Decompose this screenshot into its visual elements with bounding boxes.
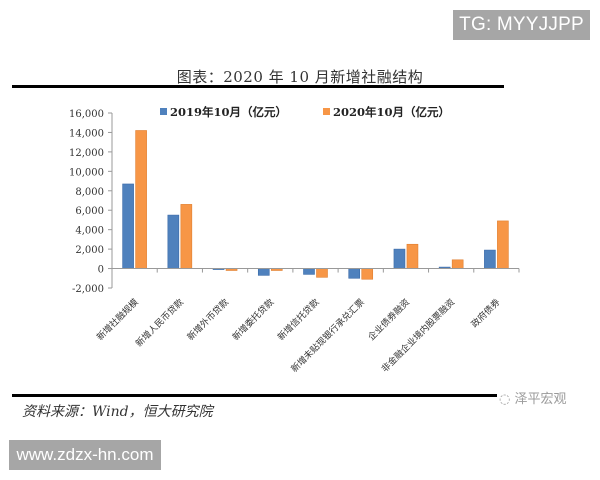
y-tick-label: 2,000 bbox=[75, 245, 104, 256]
y-tick-label: 10,000 bbox=[69, 167, 104, 178]
bar-2020 bbox=[361, 268, 374, 280]
wechat-watermark: ◌ 泽平宏观 bbox=[497, 388, 569, 407]
chart-legend: 2019年10月（亿元） 2020年10月（亿元） bbox=[160, 105, 450, 119]
bar-2020 bbox=[180, 204, 193, 269]
x-category-label: 政府债券 bbox=[469, 296, 503, 330]
bar-2020 bbox=[406, 243, 419, 269]
x-category-label: 非金融企业境内股票融资 bbox=[379, 296, 457, 374]
bar-2019 bbox=[348, 268, 361, 279]
y-tick-label: 16,000 bbox=[69, 109, 104, 120]
y-axis: 16,000 14,000 12,000 10,000 8,000 6,000 4,000 2… bbox=[69, 109, 113, 295]
bar-2019 bbox=[167, 214, 180, 269]
tg-watermark: TG: MYYJJPP bbox=[453, 10, 590, 40]
legend-label: 2020年10月（亿元） bbox=[333, 105, 450, 119]
bar-2020 bbox=[316, 268, 328, 278]
x-axis bbox=[111, 268, 520, 273]
x-category-label: 新增社融规模 bbox=[94, 296, 141, 343]
y-tick-label: 8,000 bbox=[75, 187, 104, 198]
bar-chart: 2019年10月（亿元） 2020年10月（亿元） 16,000 14,000 12,… bbox=[69, 105, 520, 375]
x-category-label: 新增委托贷款 bbox=[230, 296, 277, 343]
y-tick-label: 4,000 bbox=[75, 226, 104, 237]
wechat-icon: ◌ bbox=[499, 392, 511, 407]
y-tick-label: 14,000 bbox=[69, 128, 104, 139]
bar-2020 bbox=[135, 130, 147, 269]
bottom-rule bbox=[12, 394, 504, 397]
bar-2020 bbox=[497, 220, 509, 269]
bar-2019 bbox=[393, 248, 406, 269]
bar-2019 bbox=[484, 249, 496, 269]
x-category-label: 新增人民币贷款 bbox=[133, 296, 186, 349]
legend-swatch bbox=[323, 108, 330, 115]
x-category-label: 企业债券融资 bbox=[365, 296, 412, 343]
y-tick-label: 12,000 bbox=[69, 148, 104, 159]
top-rule bbox=[12, 85, 504, 88]
legend-swatch bbox=[160, 108, 167, 115]
bar-2019 bbox=[257, 268, 270, 276]
y-tick-label: -2,000 bbox=[72, 284, 104, 295]
y-tick-label: 0 bbox=[98, 265, 104, 276]
x-category-label: 新增未贴现银行承兑汇票 bbox=[288, 296, 366, 374]
bar-2020 bbox=[451, 259, 464, 269]
x-category-label: 新增信托贷款 bbox=[275, 296, 322, 343]
site-watermark: www.zdzx-hn.com bbox=[9, 440, 161, 470]
wechat-account-name: 泽平宏观 bbox=[514, 392, 567, 407]
bar-2019 bbox=[303, 268, 315, 275]
bars bbox=[122, 130, 509, 280]
legend-label: 2019年10月（亿元） bbox=[170, 105, 287, 119]
y-tick-label: 6,000 bbox=[75, 206, 104, 217]
bar-2019 bbox=[122, 183, 134, 269]
data-source: 资料来源：Wind，恒大研究院 bbox=[22, 404, 213, 420]
figure-title: 图表：2020 年 10 月新增社融结构 bbox=[176, 68, 424, 86]
x-category-label: 新增外币贷款 bbox=[184, 296, 231, 343]
